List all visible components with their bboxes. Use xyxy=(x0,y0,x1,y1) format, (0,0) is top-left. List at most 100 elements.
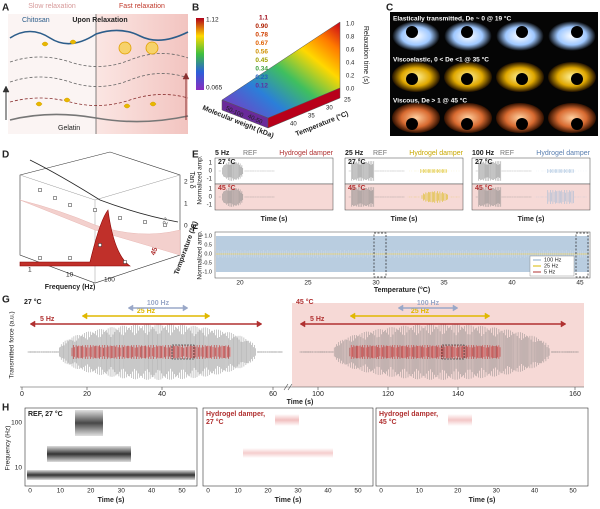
label: 1 xyxy=(209,187,213,193)
ball xyxy=(516,73,528,85)
label: 25 Hz xyxy=(544,263,559,269)
label: Gelatin xyxy=(58,125,80,132)
label: 27 °C xyxy=(218,158,236,166)
label: Hydrogel damper, xyxy=(379,411,438,418)
shape xyxy=(441,344,465,360)
label: Fast relaxation xyxy=(119,3,165,10)
label: 0.34 xyxy=(255,66,268,73)
shape xyxy=(171,344,195,360)
label: 45 °C xyxy=(475,184,493,192)
label: Viscoelastic, 0 < De <1 @ 35 °C xyxy=(393,56,489,64)
shape xyxy=(267,87,341,129)
shape xyxy=(68,203,72,207)
label: 120 xyxy=(382,391,394,398)
label: Time (s) xyxy=(518,216,545,223)
shape xyxy=(29,159,179,223)
label: 10 xyxy=(234,488,242,495)
label: 50 xyxy=(569,488,577,495)
shape xyxy=(283,383,293,391)
label: H xyxy=(2,403,9,414)
shape xyxy=(53,196,57,200)
label: 0 xyxy=(20,391,24,398)
shape xyxy=(397,304,404,312)
shape xyxy=(118,41,132,55)
shape xyxy=(448,414,472,426)
shape xyxy=(196,18,204,90)
shape xyxy=(118,216,122,220)
label: 0 xyxy=(379,488,383,495)
label: D xyxy=(2,150,9,161)
label: Temperature (°C) xyxy=(374,286,430,294)
label: -0.5 xyxy=(203,260,212,266)
label: Relaxation time (s) xyxy=(362,26,369,84)
photo-glow xyxy=(548,21,596,51)
label: 45 °C xyxy=(296,298,314,306)
shape xyxy=(9,113,189,123)
label: F xyxy=(192,224,198,235)
label: 100 xyxy=(312,391,324,398)
label: 0.4 xyxy=(346,61,355,67)
label: 0.6 xyxy=(346,48,355,54)
label: 20 xyxy=(87,488,95,495)
label: 40 xyxy=(290,122,297,128)
shape xyxy=(182,72,190,80)
label: 1.12 xyxy=(206,17,219,24)
ball xyxy=(461,73,473,85)
label: Temperature (°C) xyxy=(294,110,349,139)
label: 27 °C xyxy=(348,158,366,166)
shape xyxy=(560,320,567,328)
waveform xyxy=(475,161,532,181)
label: Time (s) xyxy=(98,497,125,504)
ball xyxy=(571,73,583,85)
label: 0.065 xyxy=(206,85,223,92)
shape xyxy=(145,41,159,55)
shape xyxy=(41,41,49,47)
label: 0.67 xyxy=(255,40,268,47)
shape xyxy=(529,255,575,277)
label: Hydrogel damper xyxy=(409,150,463,157)
label: 0.90 xyxy=(255,23,268,30)
label: REF xyxy=(243,150,257,157)
shape xyxy=(349,312,356,320)
label: Upon Relaxation xyxy=(72,17,127,24)
label: Slow relaxation xyxy=(28,3,76,10)
waveform xyxy=(348,187,405,207)
label: 20 xyxy=(236,280,244,287)
waveform xyxy=(348,161,405,181)
label: 20 xyxy=(83,391,91,398)
label: Time (s) xyxy=(391,216,418,223)
waveform xyxy=(215,250,590,258)
shape xyxy=(204,312,211,320)
photo-glow xyxy=(444,103,492,133)
label: 25 xyxy=(304,280,312,287)
label: 40 xyxy=(158,391,166,398)
waveform xyxy=(349,345,501,359)
label: 20 xyxy=(454,488,462,495)
shape xyxy=(256,320,263,328)
label: Tan δ xyxy=(188,171,195,188)
label: 27 °C xyxy=(475,158,493,166)
label: 0.78 xyxy=(255,32,268,39)
label: 100 Hz xyxy=(544,257,562,263)
shape xyxy=(27,470,195,480)
shape xyxy=(93,208,97,212)
label: 27 xyxy=(162,217,171,227)
label: 160 xyxy=(569,391,581,398)
photo-glow xyxy=(548,103,596,133)
label: 45 xyxy=(150,247,159,257)
ball xyxy=(461,26,473,38)
label: Viscous, De > 1 @ 45 °C xyxy=(393,97,467,105)
label: 1 xyxy=(184,201,188,208)
shape xyxy=(98,243,102,247)
label: 0.8 xyxy=(346,35,355,41)
label: 10 xyxy=(66,272,74,279)
label: 20 xyxy=(264,488,272,495)
label: Normalized amp. xyxy=(197,230,204,279)
label: 1 xyxy=(28,267,32,274)
label: 1.0 xyxy=(204,233,212,239)
label: 0 xyxy=(184,223,188,230)
label: E xyxy=(192,150,199,161)
label: Hydrogel damper xyxy=(279,150,333,157)
shape xyxy=(243,448,333,458)
